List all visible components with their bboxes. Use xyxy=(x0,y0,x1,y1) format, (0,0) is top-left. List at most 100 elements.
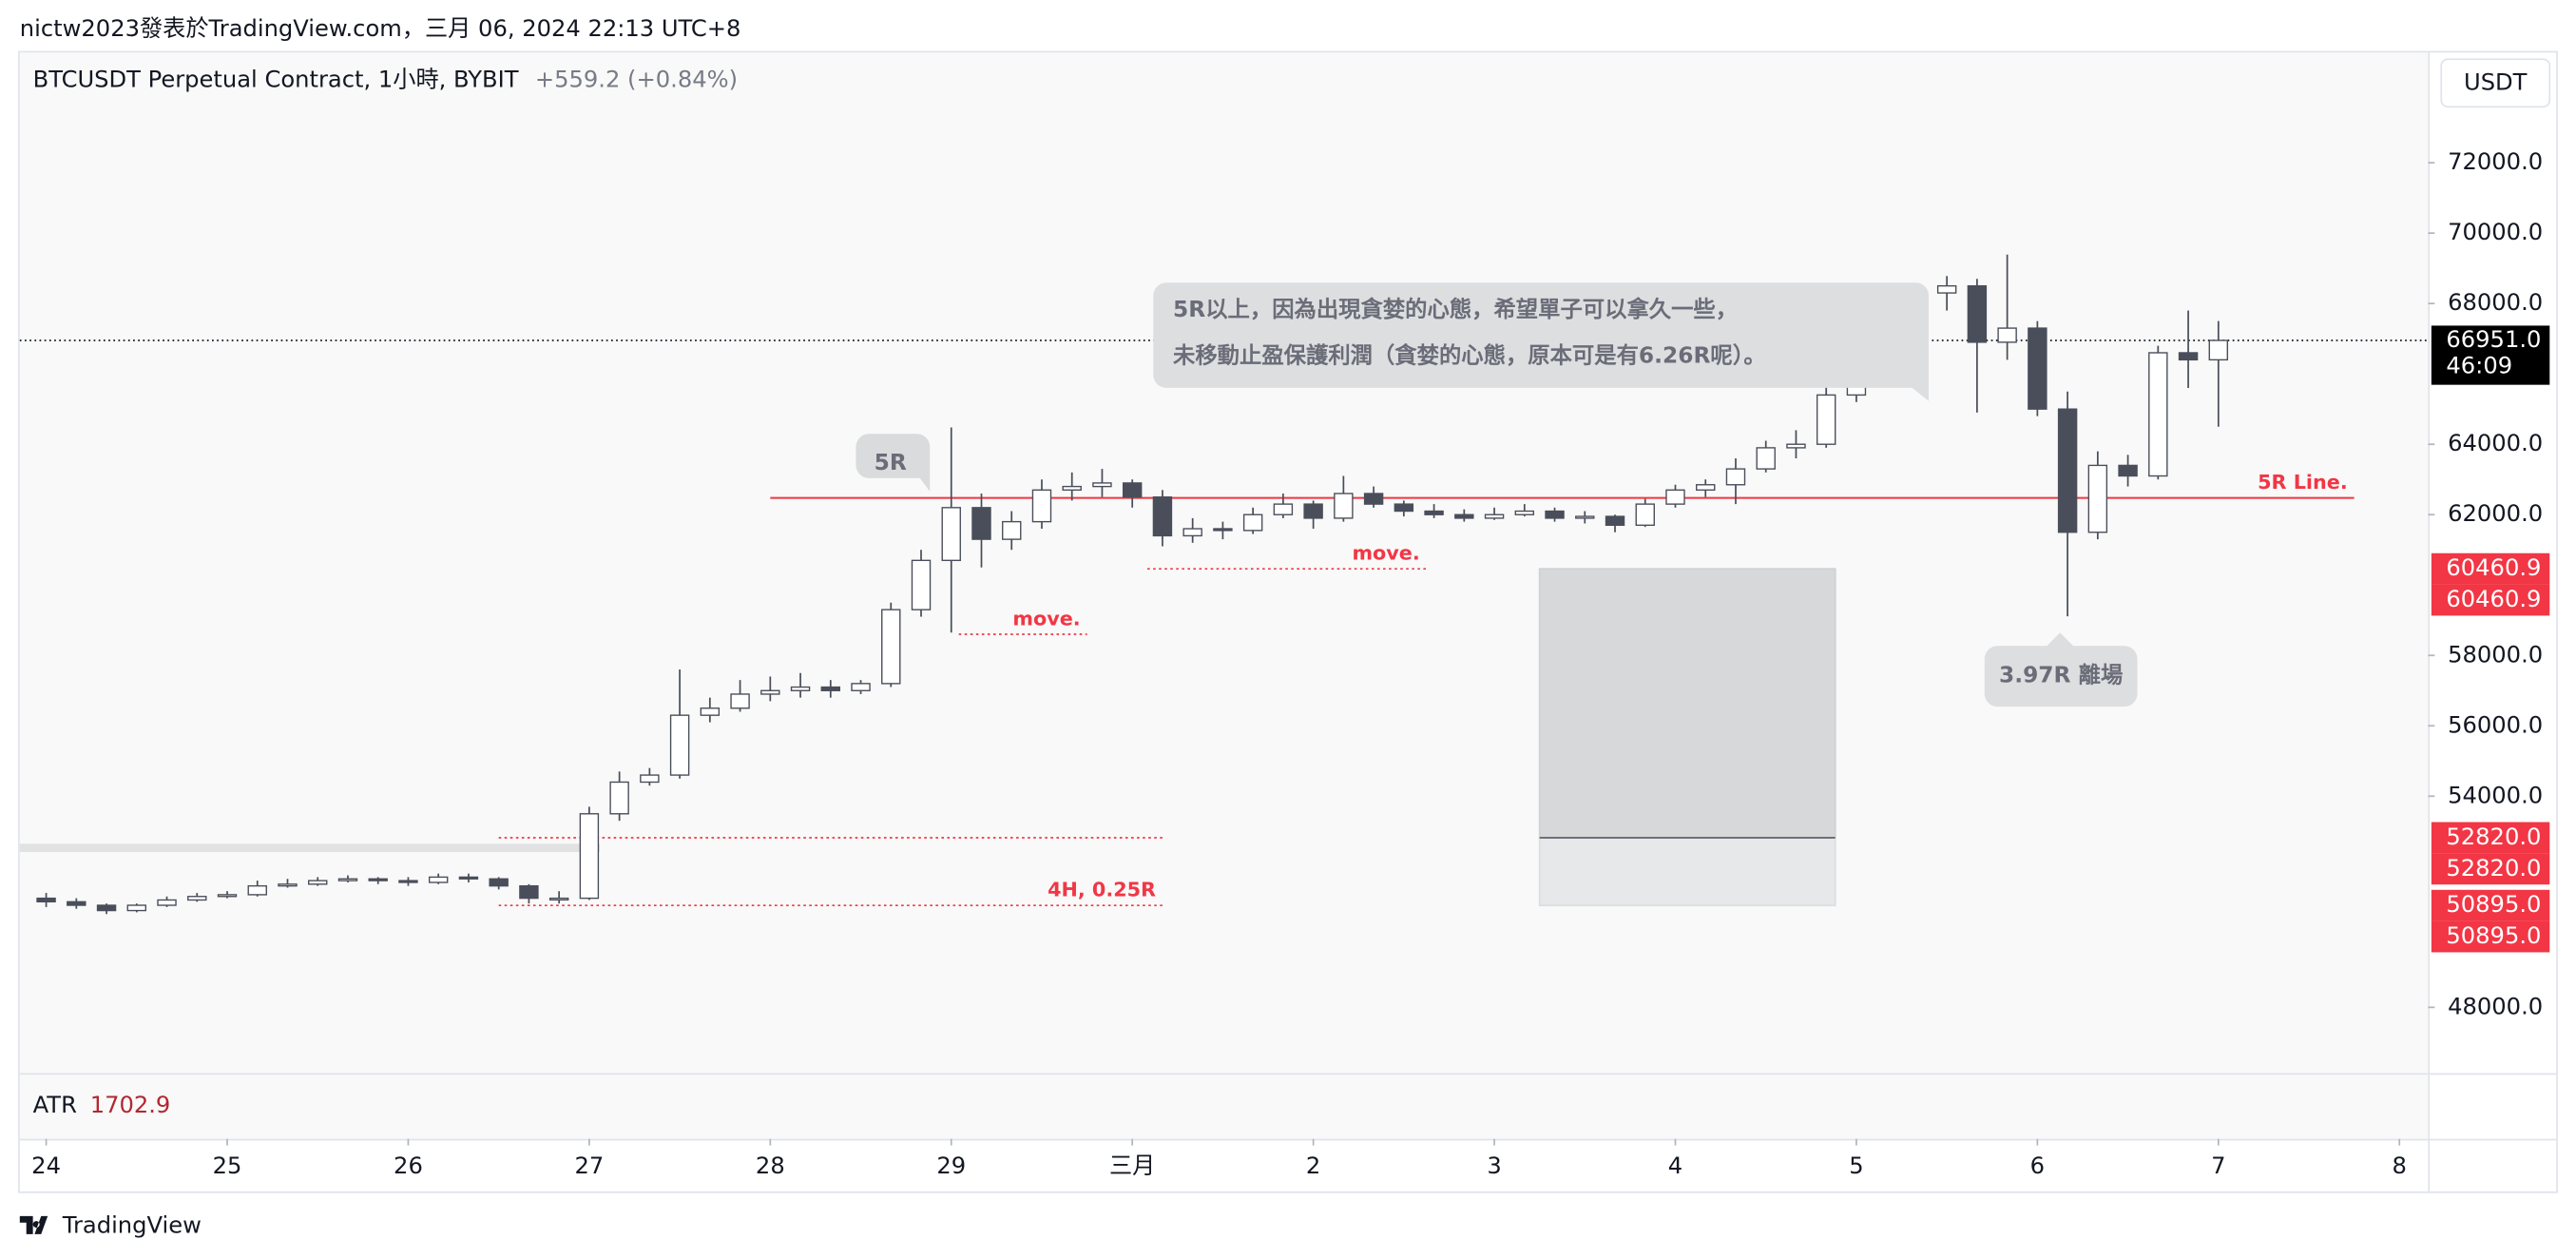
price-tag-label: 60460.9 xyxy=(2446,554,2541,581)
candle-body xyxy=(700,707,721,716)
y-tick-label: 58000.0 xyxy=(2448,641,2543,668)
logo-mark xyxy=(19,1215,48,1234)
candle-body xyxy=(669,714,690,776)
y-tick-label: 54000.0 xyxy=(2448,782,2543,808)
x-tick-label: 25 xyxy=(213,1152,242,1179)
candle-body xyxy=(1635,503,1655,527)
candle-body xyxy=(941,507,961,562)
y-tick-label: 68000.0 xyxy=(2448,289,2543,316)
candle-body xyxy=(1122,482,1143,498)
currency[interactable]: USDT xyxy=(2464,68,2528,95)
candle-body xyxy=(609,781,629,815)
candle-body xyxy=(187,896,207,901)
candle-body xyxy=(2028,327,2047,410)
candle-body xyxy=(1816,394,1836,445)
candle-body xyxy=(308,880,328,885)
indicator-value: 1702.9 xyxy=(90,1092,171,1118)
candle-body xyxy=(1786,443,1806,449)
candle-body xyxy=(2148,352,2168,477)
price-tag xyxy=(2431,552,2550,585)
candle-body xyxy=(217,894,238,898)
candle-body xyxy=(1967,284,1988,343)
candle-body xyxy=(1696,484,1716,492)
candle-body xyxy=(820,686,841,691)
target-zone xyxy=(1538,568,1836,839)
candle-body xyxy=(1031,489,1052,523)
candle-body xyxy=(96,904,117,912)
x-tick-label: 6 xyxy=(2030,1152,2045,1179)
price-tag xyxy=(2431,889,2550,921)
candle-body xyxy=(1152,496,1173,537)
countdown: 46:09 xyxy=(2446,353,2512,379)
candle-body xyxy=(1182,528,1202,537)
candle-body xyxy=(126,904,147,912)
candle-body xyxy=(1936,284,1957,294)
plot: 5R Line. move. move. 4H, 0.25R 5R 5R以上，因為出現貪婪… xyxy=(19,254,2429,915)
candle-body xyxy=(1756,447,1776,470)
callout-text: 5R xyxy=(875,449,907,475)
x-tick-label: 28 xyxy=(756,1152,785,1179)
callout xyxy=(855,434,931,492)
last-price-tag xyxy=(2431,325,2550,385)
level-label: move. xyxy=(1012,607,1080,630)
callout-text: 未移動止盈保護利潤（貪婪的心態，原本可是有6.26R呢）。 xyxy=(1173,342,1766,369)
x-tick-label: 4 xyxy=(1668,1152,1682,1179)
candle-body xyxy=(760,689,780,695)
price-tag xyxy=(2431,822,2550,854)
x-tick-label: 24 xyxy=(31,1152,61,1179)
price-tag xyxy=(2431,584,2550,616)
y-tick-label: 56000.0 xyxy=(2448,711,2543,738)
y-tick-label: 64000.0 xyxy=(2448,430,2543,456)
candle-body xyxy=(1242,513,1263,532)
stop-zone xyxy=(1538,837,1836,907)
candle-body xyxy=(1062,485,1082,492)
candle-body xyxy=(1605,515,1625,527)
x-tick-label: 5 xyxy=(1849,1152,1863,1179)
candle-body xyxy=(519,884,539,900)
callout-text: 3.97R 離場 xyxy=(1999,662,2123,688)
price-tag xyxy=(2431,920,2550,953)
attribution: nictw2023發表於TradingView.com，三月 06, 2024 … xyxy=(20,15,741,42)
candle-body xyxy=(157,899,177,906)
atr-pane xyxy=(19,1075,2429,1139)
chart-title: BTCUSDT Perpetual Contract, 1小時, BYBIT xyxy=(33,67,519,93)
candle-body xyxy=(1394,503,1414,513)
candle-body xyxy=(1545,510,1565,519)
candle-body xyxy=(2057,408,2078,533)
candle-body xyxy=(2118,464,2138,477)
range-bar xyxy=(19,843,600,853)
candle-body xyxy=(428,876,449,883)
candle-body xyxy=(1092,482,1112,488)
candle-body xyxy=(1273,503,1294,515)
candle-body xyxy=(1363,493,1384,505)
brand: TradingView xyxy=(62,1211,202,1238)
price-tag xyxy=(2431,853,2550,885)
x-tick-label: 2 xyxy=(1306,1152,1320,1179)
y-tick-label: 72000.0 xyxy=(2448,148,2543,175)
candle-body xyxy=(1484,513,1505,519)
x-tick-label: 29 xyxy=(936,1152,966,1179)
candle-body xyxy=(489,878,509,887)
candle-body xyxy=(67,901,87,906)
candle-body xyxy=(1002,520,1022,540)
candle-body xyxy=(1997,327,2017,343)
candle-body xyxy=(398,880,418,883)
price-tag-label: 52820.0 xyxy=(2446,823,2541,850)
currency-button[interactable] xyxy=(2440,58,2551,108)
tradingview-logo: TradingView xyxy=(19,1211,202,1238)
candle-body xyxy=(458,876,479,880)
candle-body xyxy=(1725,468,1746,486)
x-tick-label: 27 xyxy=(574,1152,604,1179)
candle-body xyxy=(640,774,660,784)
chart-header: BTCUSDT Perpetual Contract, 1小時, BYBIT +5… xyxy=(33,67,738,93)
plot-area xyxy=(19,52,2429,1074)
y-tick-label: 62000.0 xyxy=(2448,500,2543,527)
x-tick-label: 三月 xyxy=(1109,1152,1155,1179)
level-label: 5R Line. xyxy=(2258,471,2348,494)
indicator: ATR 1702.9 xyxy=(33,1092,171,1118)
candle-body xyxy=(579,813,600,900)
candle-body xyxy=(2087,464,2108,533)
level-label: move. xyxy=(1352,542,1419,565)
callout xyxy=(1153,282,1930,401)
